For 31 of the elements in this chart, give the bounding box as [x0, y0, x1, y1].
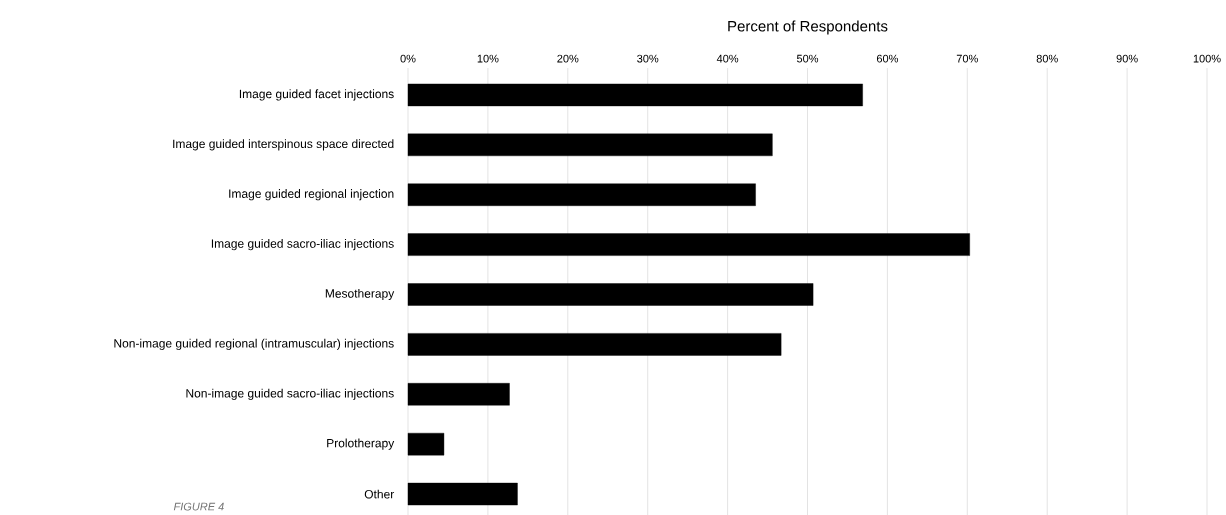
bar [407, 233, 970, 256]
bar [407, 482, 518, 506]
x-tick-label: 20% [557, 54, 579, 63]
bar [407, 133, 773, 157]
x-tick-label: 10% [477, 54, 499, 63]
y-tick-label: Image guided sacro-iliac injections [211, 239, 394, 251]
bar [407, 383, 510, 406]
x-tick-label: 30% [637, 54, 659, 63]
x-tick-label: 80% [1036, 54, 1058, 63]
y-tick-label: Non-image guided sacro-iliac injections [186, 388, 394, 400]
bar [407, 83, 863, 107]
bar [407, 333, 782, 356]
x-tick-label: 0% [400, 54, 416, 63]
x-axis-title: Percent of Respondents [728, 20, 888, 35]
x-tick-label: 60% [876, 54, 899, 63]
y-tick-label: Image guided facet injections [239, 89, 394, 101]
y-tick-label: Prolotherapy [327, 438, 395, 450]
x-tick-label: 100% [1193, 54, 1221, 63]
y-tick-label: Non-image guided regional (intramuscular) injections [114, 338, 394, 350]
bar [407, 283, 814, 306]
y-tick-label: Image guided interspinous space directed [173, 139, 394, 151]
y-tick-label: Mesotherapy [325, 288, 395, 301]
caption: FIGURE 4 [173, 502, 224, 511]
bar [407, 183, 756, 206]
x-tick-label: 70% [956, 54, 978, 63]
x-tick-label: 40% [716, 54, 739, 63]
x-tick-label: 90% [1116, 54, 1138, 63]
x-tick-label: 50% [796, 54, 819, 63]
y-tick-label: Image guided regional injection [229, 189, 394, 201]
bar [407, 432, 445, 456]
y-tick-label: Other [364, 489, 395, 499]
